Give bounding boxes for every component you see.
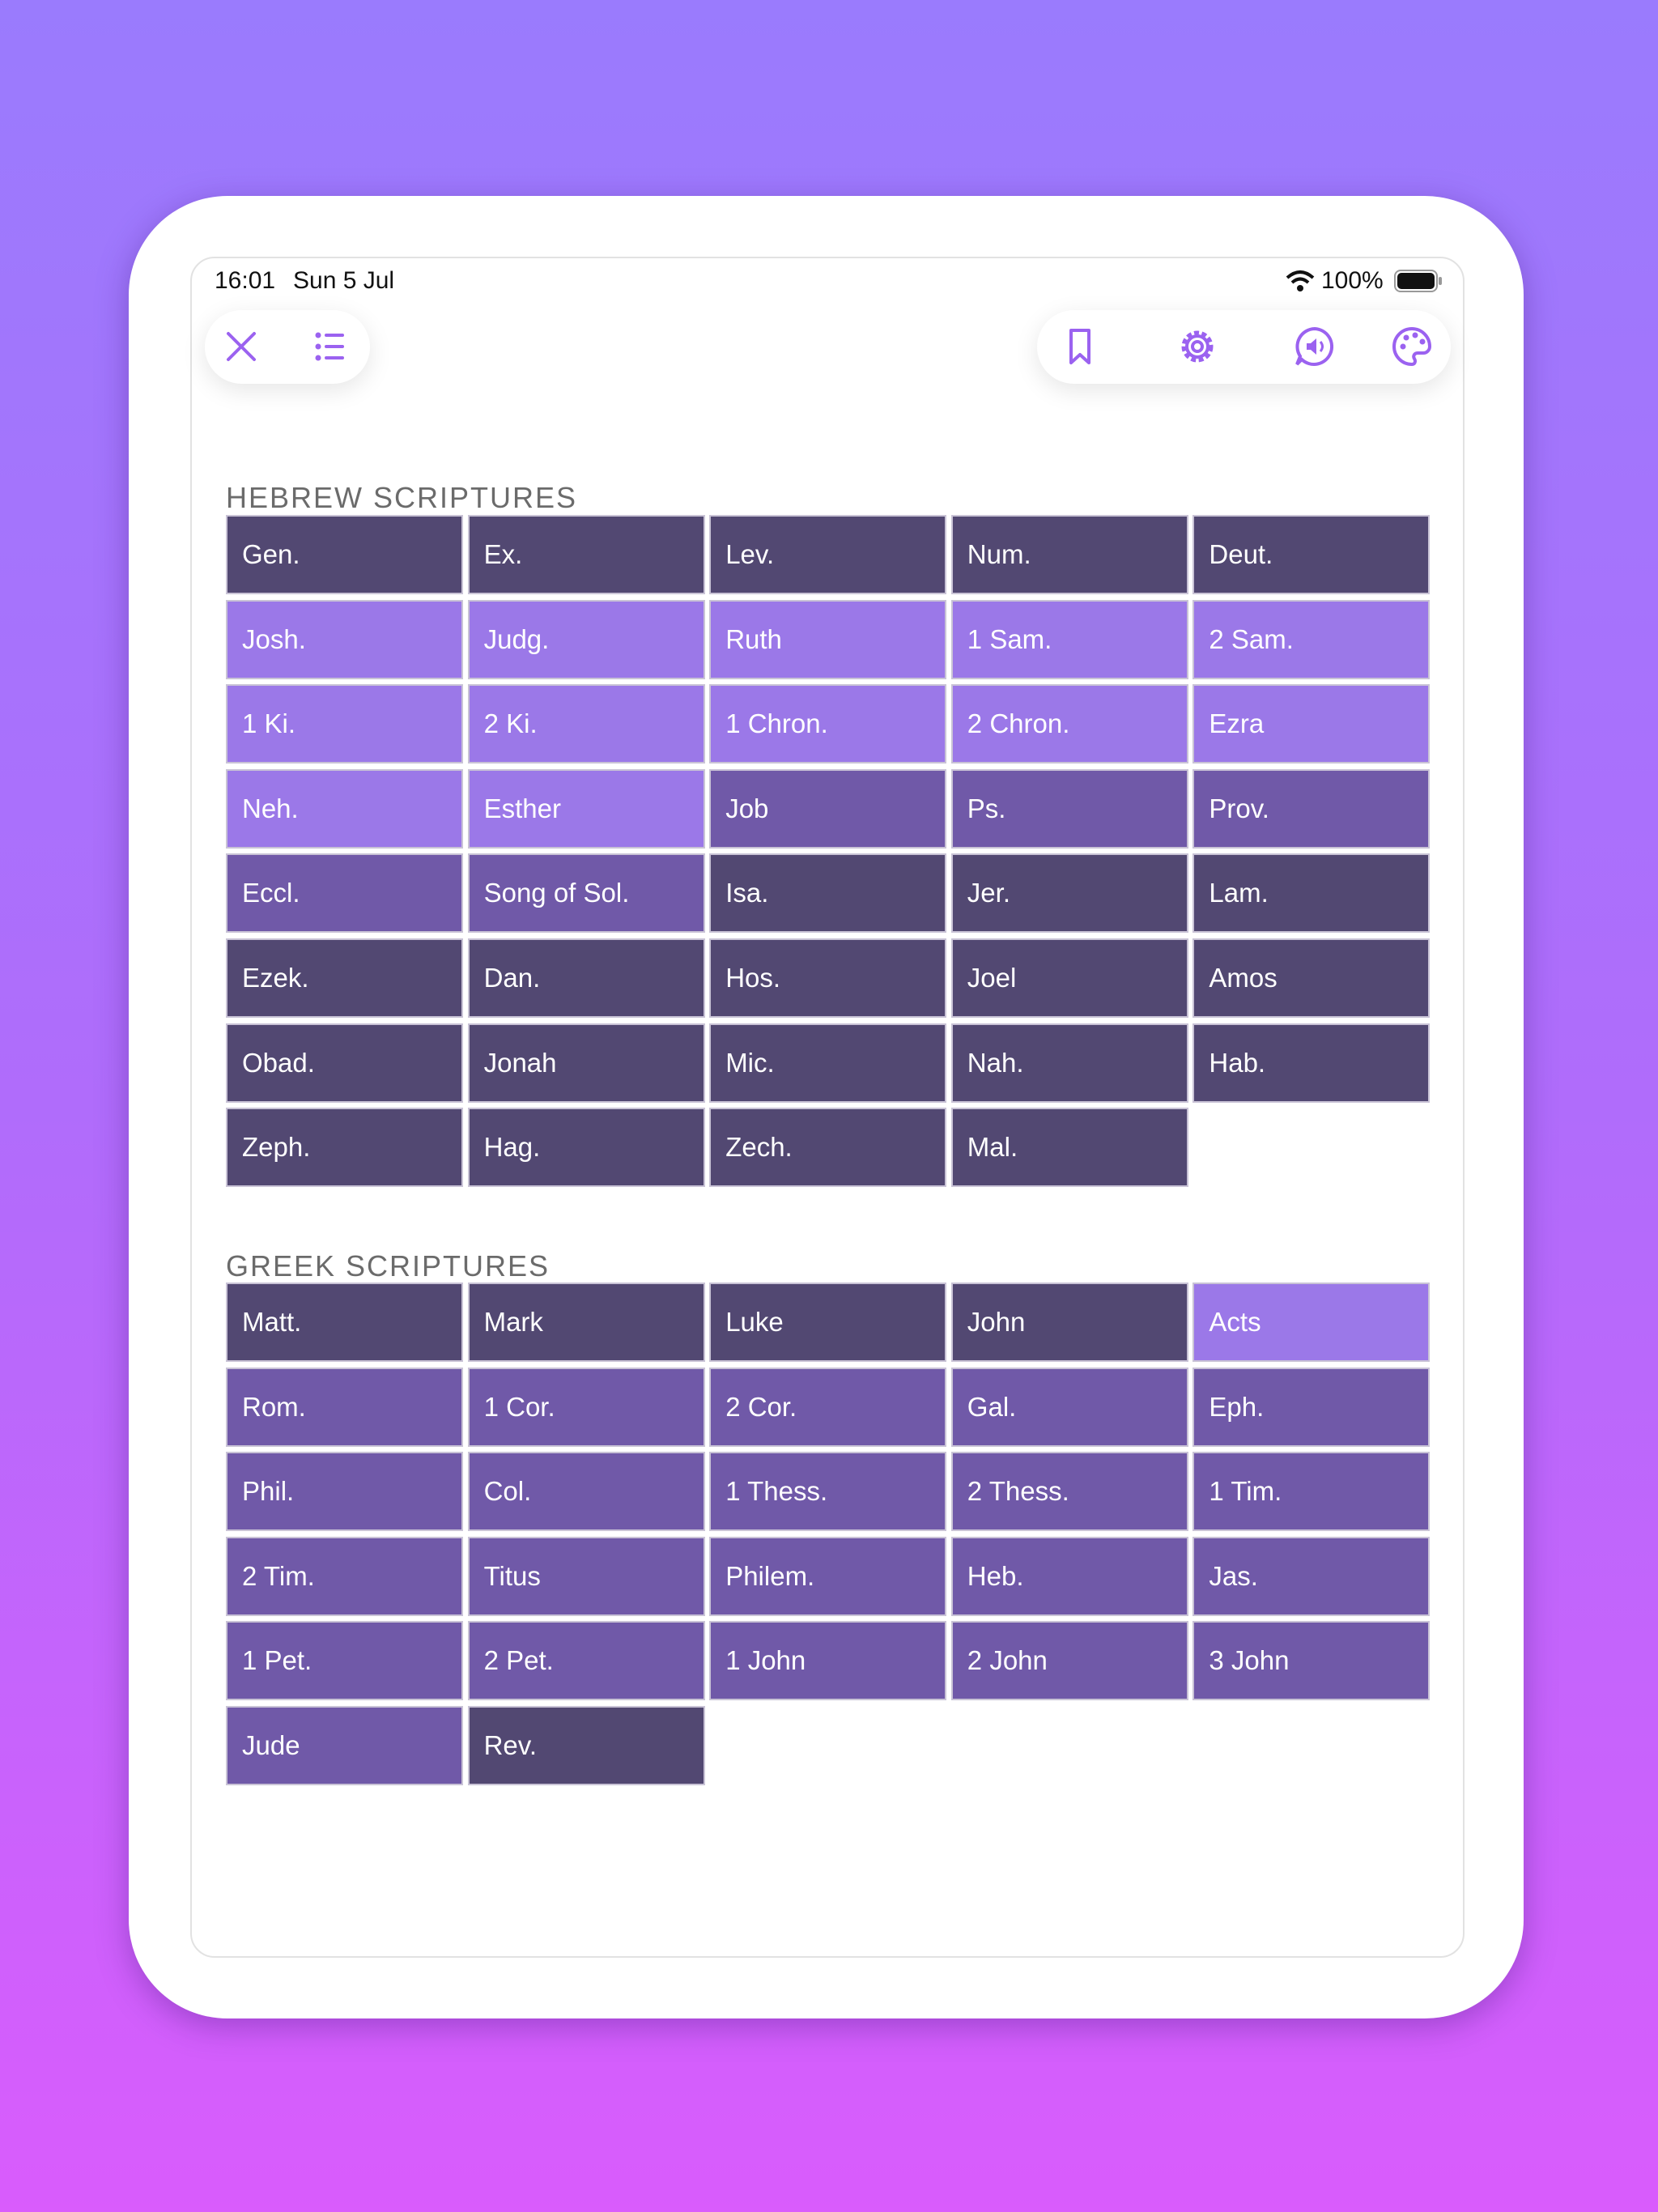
toolbar-right [1037, 310, 1451, 384]
audio-button[interactable] [1292, 324, 1337, 369]
wifi-icon [1286, 270, 1315, 291]
book-button[interactable]: 1 John [709, 1621, 947, 1701]
book-button[interactable]: Hab. [1192, 1023, 1431, 1103]
close-button[interactable] [219, 324, 264, 369]
book-button[interactable]: 1 Cor. [467, 1367, 705, 1447]
book-button[interactable]: Jude [226, 1706, 463, 1785]
settings-button[interactable] [1175, 324, 1220, 369]
book-button[interactable]: John [950, 1283, 1188, 1362]
book-button[interactable]: Esther [467, 768, 705, 849]
book-button[interactable]: Amos [1192, 938, 1431, 1018]
book-button[interactable]: 1 Thess. [709, 1452, 947, 1532]
book-button[interactable]: Hos. [709, 938, 947, 1018]
status-battery: 100% [1321, 267, 1384, 294]
book-button[interactable]: Eph. [1192, 1367, 1431, 1447]
book-button[interactable]: 1 Sam. [950, 599, 1188, 679]
book-button[interactable]: Hag. [467, 1108, 705, 1188]
book-button[interactable]: 3 John [1192, 1621, 1431, 1701]
book-button[interactable]: Eccl. [226, 853, 463, 934]
book-button[interactable]: 2 Thess. [950, 1452, 1188, 1532]
book-button[interactable]: Jonah [467, 1023, 705, 1103]
book-button[interactable]: Num. [950, 515, 1188, 594]
book-button[interactable]: Ruth [709, 599, 947, 679]
book-button[interactable]: Matt. [226, 1283, 463, 1362]
status-time: 16:01 [215, 267, 276, 294]
list-button[interactable] [308, 324, 354, 369]
book-button[interactable]: Phil. [226, 1452, 463, 1532]
book-button[interactable]: Jas. [1192, 1536, 1431, 1616]
battery-icon [1394, 270, 1442, 292]
bookmark-button[interactable] [1057, 324, 1103, 369]
book-button[interactable]: Lev. [709, 515, 947, 594]
section-heading: GREEK SCRIPTURES [226, 1249, 551, 1283]
book-button[interactable]: 2 Pet. [467, 1621, 705, 1701]
book-button[interactable]: Titus [467, 1536, 705, 1616]
section-heading: HEBREW SCRIPTURES [226, 481, 578, 514]
book-button[interactable]: 1 Pet. [226, 1621, 463, 1701]
book-button[interactable]: Gal. [950, 1367, 1188, 1447]
book-button[interactable]: Ps. [950, 768, 1188, 849]
book-button[interactable]: Ex. [467, 515, 705, 594]
book-button[interactable]: Josh. [226, 599, 463, 679]
book-button[interactable]: Gen. [226, 515, 463, 594]
book-button[interactable]: Nah. [950, 1023, 1188, 1103]
book-button[interactable]: Philem. [709, 1536, 947, 1616]
theme-button[interactable] [1389, 324, 1435, 369]
book-button[interactable]: 1 Chron. [709, 684, 947, 764]
book-button[interactable]: Isa. [709, 853, 947, 934]
book-button[interactable]: Ezek. [226, 938, 463, 1018]
book-button[interactable]: 2 Ki. [467, 684, 705, 764]
status-date: Sun 5 Jul [293, 267, 395, 294]
book-button[interactable]: Job [709, 768, 947, 849]
book-button[interactable]: 1 Ki. [226, 684, 463, 764]
book-button[interactable]: Luke [709, 1283, 947, 1362]
book-button[interactable]: Mic. [709, 1023, 947, 1103]
book-button[interactable]: Dan. [467, 938, 705, 1018]
book-button[interactable]: Lam. [1192, 853, 1431, 934]
book-button[interactable]: 2 Cor. [709, 1367, 947, 1447]
book-button[interactable]: Heb. [950, 1536, 1188, 1616]
book-button[interactable]: Joel [950, 938, 1188, 1018]
book-button[interactable]: Zeph. [226, 1108, 463, 1188]
book-button[interactable]: 2 Chron. [950, 684, 1188, 764]
book-button[interactable]: Acts [1192, 1283, 1431, 1362]
book-button[interactable]: Rom. [226, 1367, 463, 1447]
book-button[interactable]: 2 Tim. [226, 1536, 463, 1616]
book-button[interactable]: Judg. [467, 599, 705, 679]
book-button[interactable]: 1 Tim. [1192, 1452, 1431, 1532]
book-button[interactable]: Jer. [950, 853, 1188, 934]
book-button[interactable]: Neh. [226, 768, 463, 849]
book-button[interactable]: Ezra [1192, 684, 1431, 764]
book-button[interactable]: Mal. [950, 1108, 1188, 1188]
book-button[interactable]: Prov. [1192, 768, 1431, 849]
book-button[interactable]: Zech. [709, 1108, 947, 1188]
book-button[interactable]: 2 Sam. [1192, 599, 1431, 679]
book-button[interactable]: Song of Sol. [467, 853, 705, 934]
book-button[interactable]: Col. [467, 1452, 705, 1532]
book-button[interactable]: 2 John [950, 1621, 1188, 1701]
book-button[interactable]: Deut. [1192, 515, 1431, 594]
book-button[interactable]: Mark [467, 1283, 705, 1362]
book-button[interactable]: Obad. [226, 1023, 463, 1103]
book-button[interactable]: Rev. [467, 1706, 705, 1785]
